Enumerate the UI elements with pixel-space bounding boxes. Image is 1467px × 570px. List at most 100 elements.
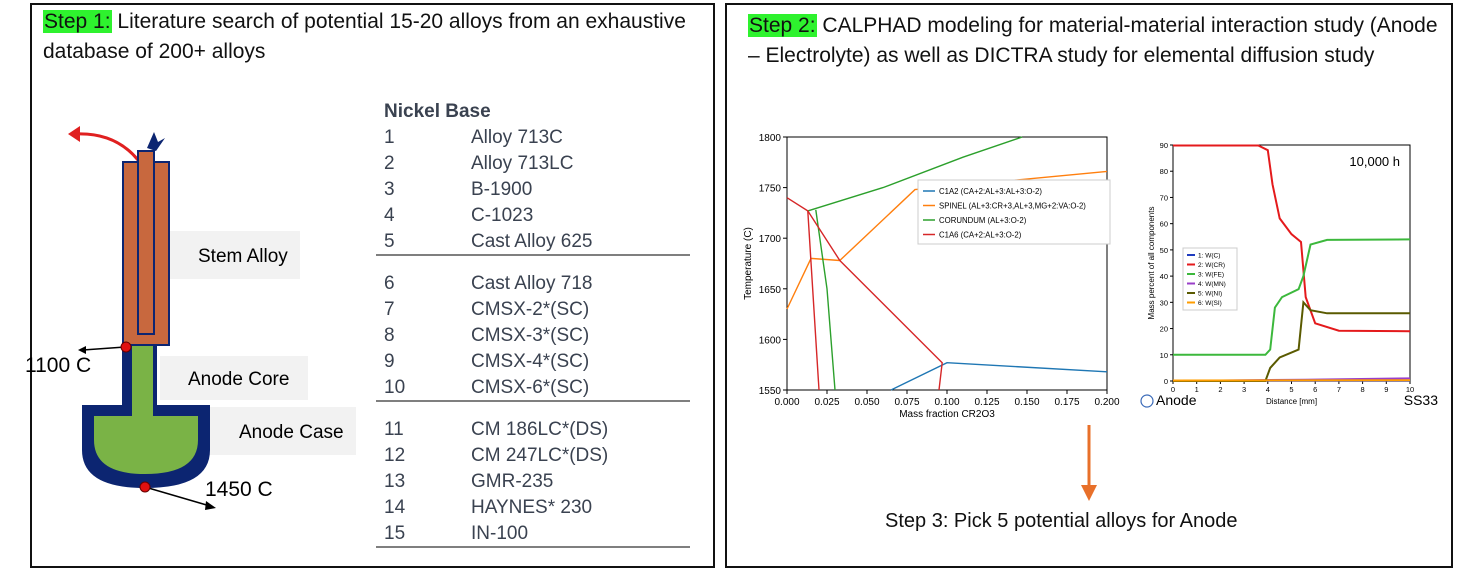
legend-box <box>917 179 1111 245</box>
series-line <box>890 361 1108 391</box>
x-axis-label: Mass fraction CR2O3 <box>899 409 995 420</box>
alloy-name: IN-100 <box>471 523 528 544</box>
alloy-number: 1 <box>384 127 395 148</box>
temp-bottom-arrowhead <box>205 501 216 510</box>
y-tick-label: 0 <box>1164 377 1168 386</box>
y-tick-label: 1550 <box>759 386 782 397</box>
y-tick-label: 60 <box>1160 220 1168 229</box>
x-tick-label: 5 <box>1289 385 1293 394</box>
temp-top-dot <box>120 341 132 353</box>
chart-title: 10,000 h <box>1349 154 1400 169</box>
plot-area <box>786 136 1108 391</box>
legend-label: 5: W(NI) <box>1198 291 1222 298</box>
y-axis-label: Temperature (C) <box>743 227 754 300</box>
step2-text: CALPHAD modeling for material-material i… <box>748 14 1438 67</box>
temp-top-line <box>82 346 126 351</box>
y-tick-label: 70 <box>1160 193 1168 202</box>
alloy-name: GMR-235 <box>471 471 553 492</box>
alloy-name: CMSX-6*(SC) <box>471 377 589 398</box>
steel-side-label: SS33 <box>1404 392 1438 408</box>
legend-label: 4: W(MN) <box>1198 281 1226 288</box>
anode-icon <box>1140 394 1154 408</box>
temp-bottom-dot <box>139 481 151 493</box>
step2-title: Step 2: CALPHAD modeling for material-ma… <box>748 11 1453 71</box>
alloy-name: Cast Alloy 625 <box>471 231 592 252</box>
series-line <box>807 210 820 391</box>
y-axis-label: Mass percent of all components <box>1147 207 1156 320</box>
y-tick-label: 1700 <box>759 234 782 245</box>
y-tick-label: 1650 <box>759 285 782 296</box>
series-line <box>815 209 836 391</box>
y-tick-label: 30 <box>1160 298 1168 307</box>
x-tick-label: 0.050 <box>854 397 879 408</box>
alloy-number: 14 <box>384 497 406 518</box>
alloy-table: Nickel Base 1 Alloy 713C 2 Alloy 713LC 3 B-190… <box>376 101 690 548</box>
alloy-name: CMSX-4*(SC) <box>471 351 589 372</box>
x-tick-label: 0.150 <box>1014 397 1039 408</box>
step1-title: Step 1: Literature search of potential 1… <box>43 7 708 67</box>
alloy-number: 13 <box>384 471 405 492</box>
alloy-name: CM 247LC*(DS) <box>471 445 608 466</box>
case-label: Anode Case <box>239 422 344 443</box>
x-tick-label: 0 <box>1171 385 1175 394</box>
legend-label: C1A6 (CA+2:AL+3:O-2) <box>939 231 1022 240</box>
alloy-number: 10 <box>384 377 405 398</box>
step2-label: Step 2: <box>748 14 817 37</box>
series-line <box>1173 238 1411 356</box>
alloy-name: CMSX-2*(SC) <box>471 299 589 320</box>
x-tick-label: 0.000 <box>774 397 799 408</box>
alloy-name: Alloy 713LC <box>471 153 573 174</box>
x-tick-label: 9 <box>1384 385 1388 394</box>
stem-label-box <box>170 231 300 279</box>
series-line <box>839 170 1108 262</box>
anode-side-label: Anode <box>1156 392 1197 408</box>
y-tick-label: 1600 <box>759 335 782 346</box>
stem-label: Stem Alloy <box>198 246 288 267</box>
y-tick-label: 90 <box>1160 141 1168 150</box>
series-line <box>786 197 841 261</box>
x-tick-label: 0.175 <box>1054 397 1079 408</box>
alloy-number: 3 <box>384 179 395 200</box>
x-tick-label: 0.100 <box>934 397 959 408</box>
legend-label: 6: W(SI) <box>1198 300 1222 307</box>
series-line <box>839 260 943 391</box>
legend-label: CORUNDUM (AL+3:O-2) <box>939 216 1027 225</box>
alloy-number: 8 <box>384 325 395 346</box>
stem-inner-rod <box>137 150 155 335</box>
x-tick-label: 6 <box>1313 385 1317 394</box>
x-tick-label: 3 <box>1242 385 1246 394</box>
series-line <box>1173 144 1411 333</box>
temp-top-arrowhead <box>78 346 86 354</box>
outflow-arrow <box>74 132 140 161</box>
outflow-arrowhead <box>68 126 80 142</box>
alloy-name: C-1023 <box>471 205 533 226</box>
alloy-number: 12 <box>384 445 405 466</box>
step1-label: Step 1: <box>43 10 112 33</box>
case-label-box <box>210 407 356 455</box>
alloy-number: 15 <box>384 523 405 544</box>
y-tick-label: 1800 <box>759 133 782 144</box>
temp-top-label: 1100 C <box>25 354 91 377</box>
x-tick-label: 0.125 <box>974 397 999 408</box>
legend-label: C1A2 (CA+2:AL+3:AL+3:O-2) <box>939 187 1042 196</box>
series-line <box>1173 299 1410 382</box>
x-tick-label: 2 <box>1218 385 1222 394</box>
y-tick-label: 1750 <box>759 184 782 195</box>
x-tick-label: 0.075 <box>894 397 919 408</box>
y-tick-label: 10 <box>1160 351 1168 360</box>
core-label: Anode Core <box>188 369 289 390</box>
y-tick-label: 40 <box>1160 272 1168 281</box>
alloy-number: 9 <box>384 351 395 372</box>
y-tick-label: 20 <box>1160 325 1168 334</box>
alloy-number: 5 <box>384 231 395 252</box>
legend-box <box>1182 247 1238 311</box>
legend-label: 2: W(CR) <box>1198 262 1225 269</box>
series-line <box>807 136 1023 212</box>
alloy-number: 11 <box>384 419 404 440</box>
temp-bottom-label: 1450 C <box>205 478 273 501</box>
alloy-number: 7 <box>384 299 395 320</box>
x-tick-label: 10 <box>1406 385 1414 394</box>
step3-text: Step 3: Pick 5 potential alloys for Anod… <box>885 510 1238 532</box>
x-tick-label: 0.200 <box>1094 397 1119 408</box>
x-tick-label: 1 <box>1195 385 1199 394</box>
